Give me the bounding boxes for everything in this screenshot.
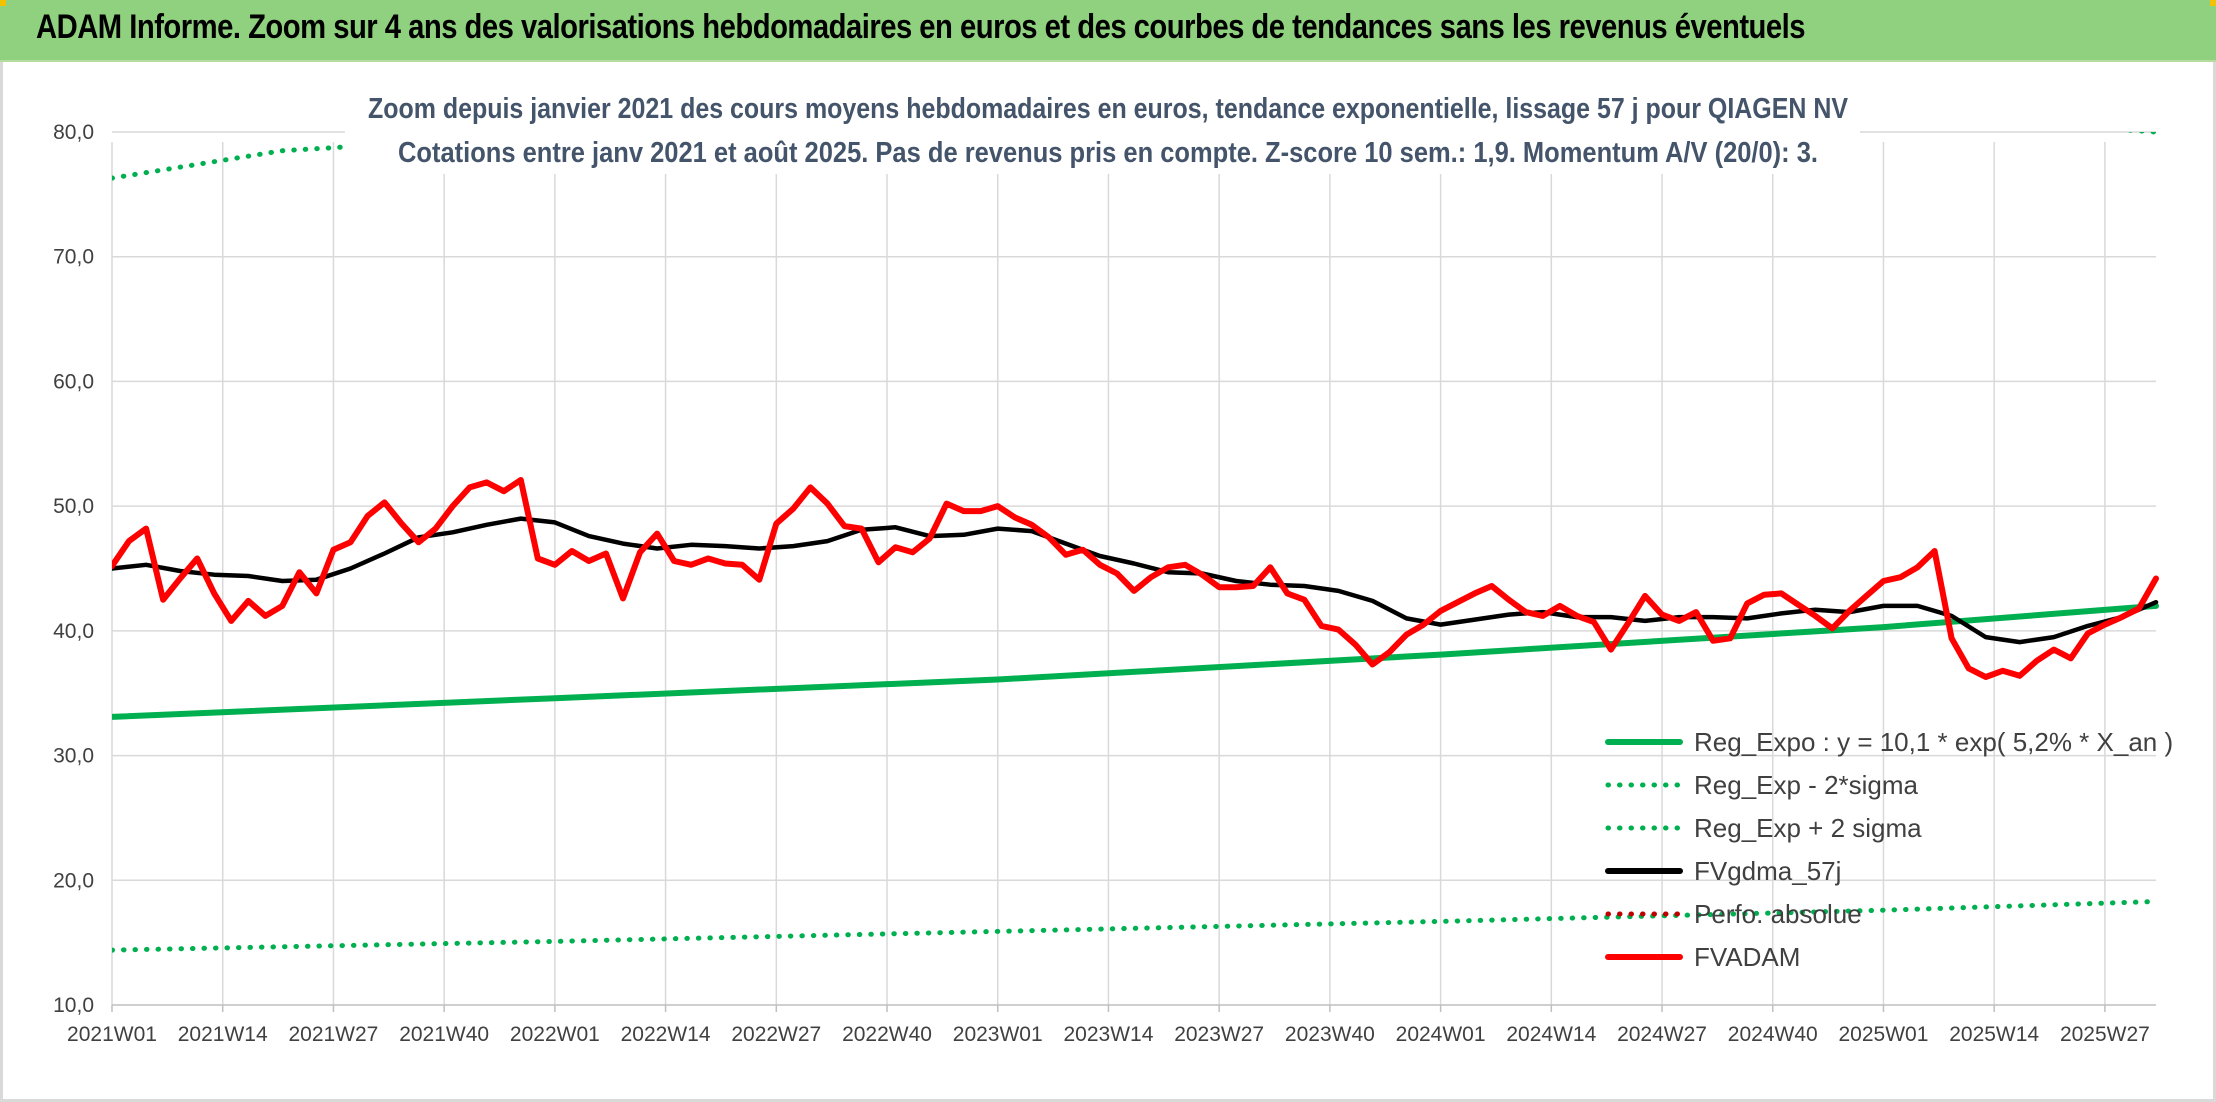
legend: Reg_Expo : y = 10,1 * exp( 5,2% * X_an )… (1605, 727, 2173, 972)
x-tick-label: 2021W40 (399, 1023, 489, 1046)
x-tick-label: 2023W01 (953, 1023, 1043, 1046)
x-tick-label: 2025W01 (1839, 1023, 1929, 1046)
x-tick-label: 2025W27 (2060, 1023, 2150, 1046)
series-line-1 (112, 899, 2159, 953)
report-banner: ADAM Informe. Zoom sur 4 ans des valoris… (0, 0, 2216, 62)
x-tick-label: 2022W14 (621, 1023, 711, 1046)
y-tick-label: 70,0 (53, 246, 94, 269)
legend-label: FVADAM (1694, 942, 1800, 972)
x-tick-label: 2024W27 (1617, 1023, 1707, 1046)
y-tick-label: 30,0 (53, 745, 94, 768)
chart-titles: Zoom depuis janvier 2021 des cours moyen… (345, 82, 1860, 174)
y-tick-label: 20,0 (53, 869, 94, 892)
x-tick-label: 2024W01 (1396, 1023, 1486, 1046)
series-line-0 (112, 602, 2159, 720)
y-tick-label: 40,0 (53, 620, 94, 643)
title-background (345, 82, 1860, 174)
y-tick-label: 10,0 (53, 994, 94, 1017)
x-tick-label: 2022W01 (510, 1023, 600, 1046)
legend-label: Reg_Exp + 2 sigma (1694, 813, 1922, 843)
y-tick-label: 80,0 (53, 121, 94, 144)
legend-label: Perfo. absolue (1694, 899, 1862, 929)
x-tick-label: 2024W14 (1506, 1023, 1596, 1046)
x-tick-label: 2023W27 (1174, 1023, 1264, 1046)
legend-label: Reg_Exp - 2*sigma (1694, 770, 1919, 800)
axes: 10,0 20,0 30,0 40,0 50,0 60,0 70,0 80,0 2021W01 2… (53, 121, 2156, 1046)
gridlines (111, 131, 2156, 1005)
x-tick-label: 2021W27 (288, 1023, 378, 1046)
series-line-3 (112, 516, 2159, 645)
x-tick-label: 2022W40 (842, 1023, 932, 1046)
y-tick-label: 50,0 (53, 495, 94, 518)
chart-subtitle: Cotations entre janv 2021 et août 2025. … (398, 137, 1818, 169)
series-line-4 (112, 477, 2159, 680)
y-tick-label: 60,0 (53, 370, 94, 393)
x-tick-label: 2025W14 (1949, 1023, 2039, 1046)
report-title: ADAM Informe. Zoom sur 4 ans des valoris… (36, 8, 1806, 46)
x-tick-label: 2021W14 (178, 1023, 268, 1046)
x-tick-label: 2022W27 (731, 1023, 821, 1046)
x-tick-label: 2023W40 (1285, 1023, 1375, 1046)
series-lines (112, 132, 2159, 953)
x-tick-label: 2023W14 (1063, 1023, 1153, 1046)
corner-marker (2210, 0, 2216, 6)
corner-marker (0, 0, 6, 6)
chart-title: Zoom depuis janvier 2021 des cours moyen… (368, 93, 1849, 125)
legend-label: FVgdma_57j (1694, 856, 1841, 886)
x-tick-label: 2024W40 (1728, 1023, 1818, 1046)
legend-label: Reg_Expo : y = 10,1 * exp( 5,2% * X_an ) (1694, 727, 2173, 757)
x-tick-label: 2021W01 (67, 1023, 157, 1046)
